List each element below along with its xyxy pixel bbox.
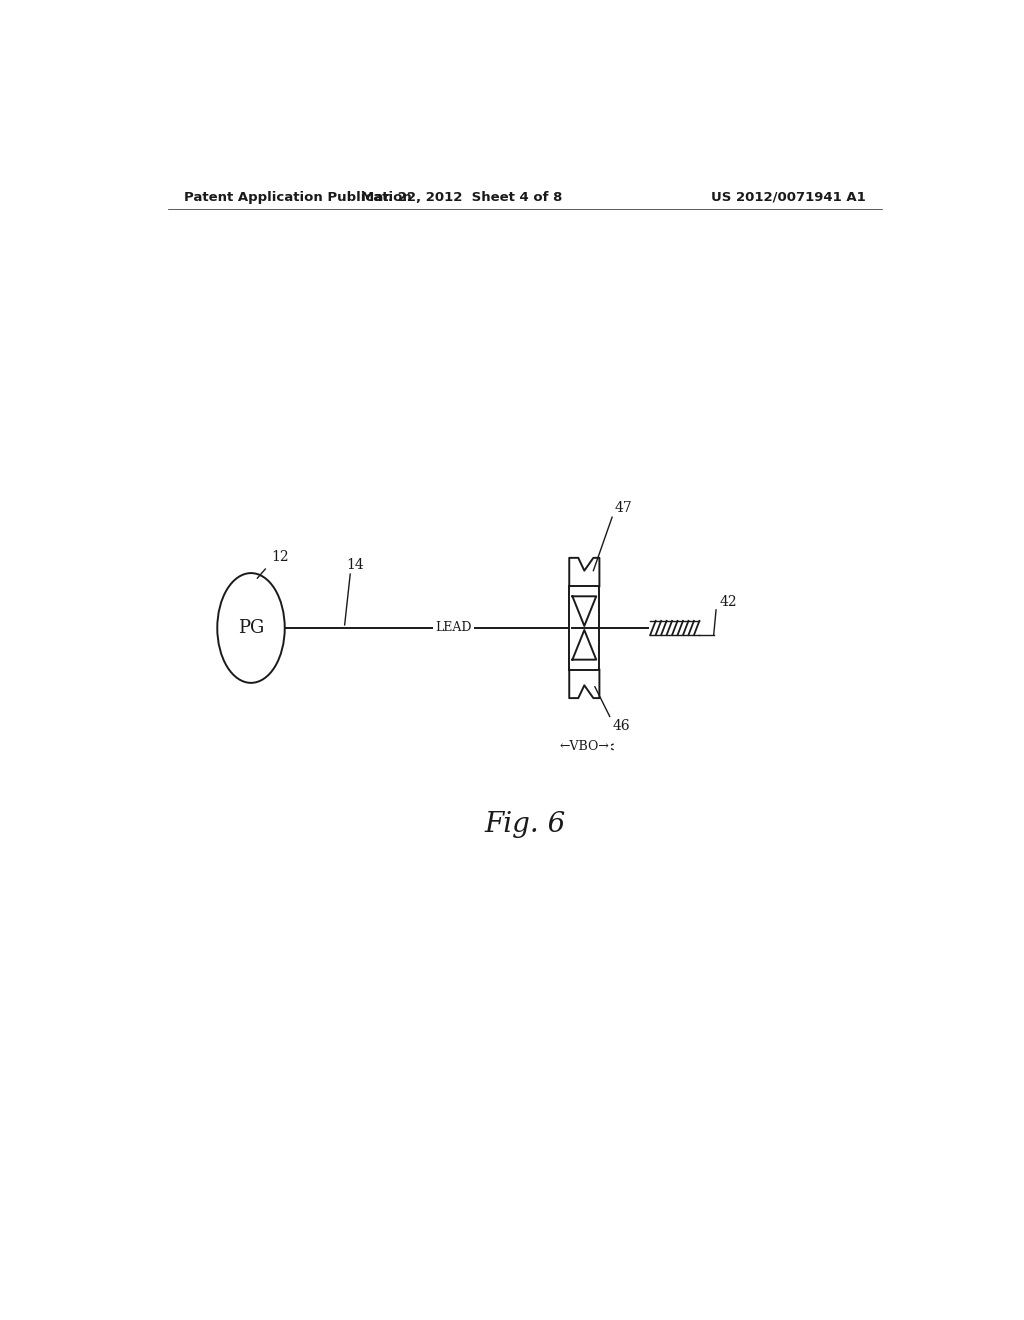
Text: 14: 14 <box>346 558 364 572</box>
Text: LEAD: LEAD <box>435 622 472 635</box>
Text: Patent Application Publication: Patent Application Publication <box>183 190 412 203</box>
Text: 42: 42 <box>720 595 737 609</box>
Text: ←VBO→: ←VBO→ <box>559 741 609 754</box>
Text: Mar. 22, 2012  Sheet 4 of 8: Mar. 22, 2012 Sheet 4 of 8 <box>360 190 562 203</box>
Text: Fig. 6: Fig. 6 <box>484 810 565 838</box>
Text: 46: 46 <box>612 719 630 734</box>
Text: 12: 12 <box>270 550 289 564</box>
Text: 47: 47 <box>614 502 632 515</box>
Text: US 2012/0071941 A1: US 2012/0071941 A1 <box>712 190 866 203</box>
Text: PG: PG <box>238 619 264 638</box>
Bar <box>569 586 599 669</box>
